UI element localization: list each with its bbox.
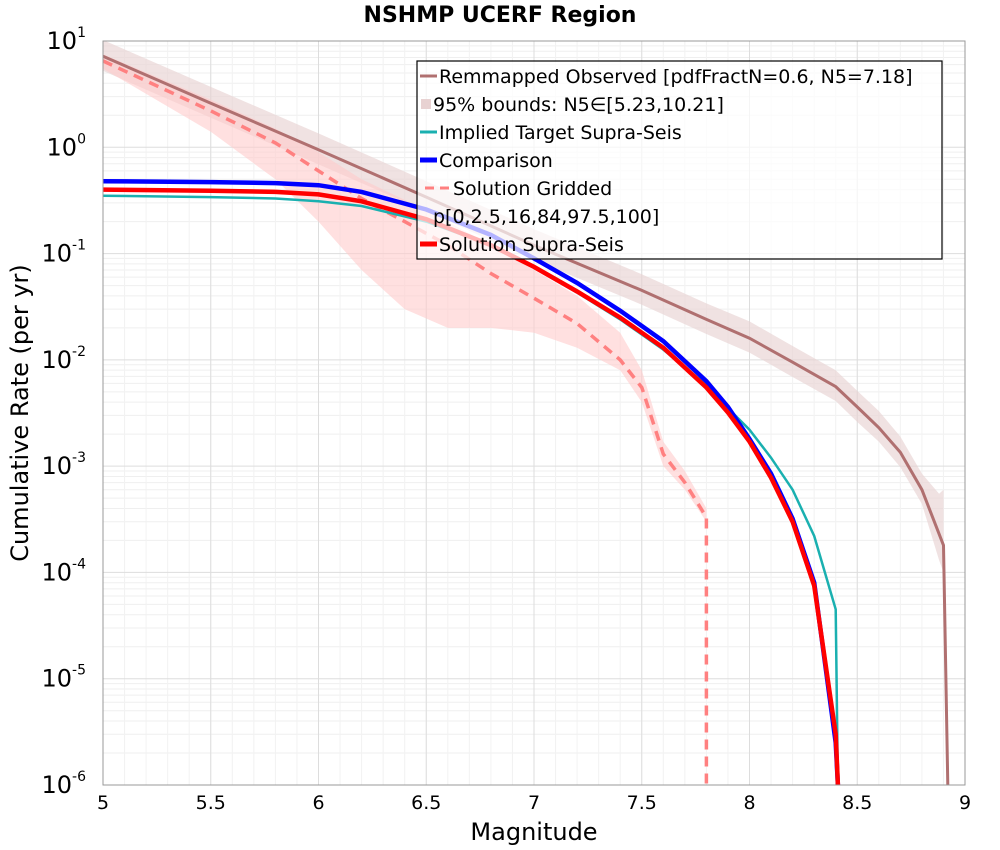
- tick-layer: 5 5.5 6 6.5 7 7.5 8 8.5 9 101 100 10-1 10-2 10-3 10-4 1…: [41, 25, 971, 814]
- legend-label: Remmapped Observed [pdfFractN=0.6, N5=7.…: [439, 66, 913, 88]
- legend-label: 95% bounds: N5∈[5.23,10.21]: [433, 94, 724, 116]
- line-layer: [103, 54, 950, 785]
- x-tick-label: 8: [743, 792, 755, 814]
- y-tick-label: 10-6: [41, 769, 86, 799]
- x-tick-label: 8.5: [842, 792, 872, 814]
- legend-label: Comparison: [439, 150, 553, 172]
- y-axis-label: Cumulative Rate (per yr): [6, 264, 34, 562]
- solution-gridded-line: [103, 59, 709, 785]
- gridded-percentile-band: [103, 54, 707, 522]
- legend-item: Solution Gridded: [425, 178, 612, 200]
- plot-frame: [102, 40, 966, 786]
- x-axis-label: Magnitude: [470, 818, 597, 846]
- y-tick-label: 10-5: [41, 663, 86, 693]
- x-tick-label: 7.5: [627, 792, 657, 814]
- legend-item: p[0,2.5,16,84,97.5,100]: [433, 206, 659, 228]
- legend-item: Solution Supra-Seis: [420, 234, 624, 256]
- y-tick-label: 10-2: [41, 344, 86, 374]
- legend-item: 95% bounds: N5∈[5.23,10.21]: [421, 94, 724, 116]
- x-tick-label: 6: [312, 792, 324, 814]
- legend-swatch: [421, 99, 431, 109]
- legend-label: Implied Target Supra-Seis: [439, 122, 682, 144]
- x-tick-label: 9: [959, 792, 971, 814]
- x-tick-label: 6.5: [411, 792, 441, 814]
- legend-box: [416, 60, 943, 260]
- y-tick-label: 101: [47, 25, 86, 55]
- y-tick-label: 10-1: [41, 238, 86, 268]
- legend-label: Solution Gridded: [453, 178, 612, 200]
- x-tick-label: 5: [97, 792, 109, 814]
- y-tick-label: 10-4: [41, 556, 86, 586]
- legend-item: Implied Target Supra-Seis: [420, 122, 682, 144]
- observed-line: [103, 54, 950, 785]
- chart-title: NSHMP UCERF Region: [364, 3, 637, 28]
- y-tick-label: 100: [47, 131, 86, 161]
- legend: Remmapped Observed [pdfFractN=0.6, N5=7.…: [416, 60, 943, 260]
- legend-label: p[0,2.5,16,84,97.5,100]: [433, 206, 659, 228]
- solution-supra-seis-line: [103, 187, 841, 785]
- x-tick-label: 7: [528, 792, 540, 814]
- legend-item: Remmapped Observed [pdfFractN=0.6, N5=7.…: [420, 66, 913, 88]
- legend-item: Comparison: [420, 150, 553, 172]
- y-tick-label: 10-3: [41, 450, 86, 480]
- x-tick-label: 5.5: [196, 792, 226, 814]
- legend-label: Solution Supra-Seis: [439, 234, 624, 256]
